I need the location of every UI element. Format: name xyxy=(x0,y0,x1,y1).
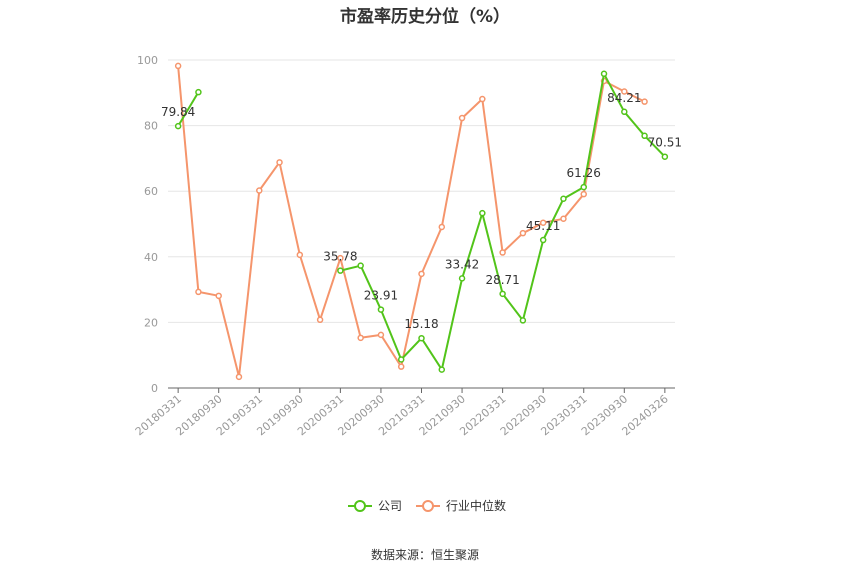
legend-marker xyxy=(354,500,366,512)
y-tick-label: 0 xyxy=(151,382,158,395)
data-point xyxy=(560,215,567,223)
data-point xyxy=(195,288,202,296)
data-label: 28.71 xyxy=(485,273,519,287)
data-point xyxy=(357,334,364,342)
data-point xyxy=(458,275,466,282)
data-label: 70.51 xyxy=(648,136,682,150)
data-point xyxy=(235,373,243,381)
series-industry-median xyxy=(174,62,648,381)
data-point xyxy=(296,251,304,259)
data-label: 33.42 xyxy=(445,257,479,271)
grid xyxy=(168,59,675,323)
data-label: 15.18 xyxy=(404,317,438,331)
legend-marker xyxy=(422,500,434,512)
data-point xyxy=(357,262,364,269)
data-point xyxy=(174,122,182,130)
data-point xyxy=(621,108,628,116)
data-label: 61.26 xyxy=(567,166,601,180)
data-point xyxy=(661,153,669,160)
data-point xyxy=(438,223,446,231)
data-point xyxy=(458,114,466,122)
data-point xyxy=(539,219,547,226)
chart-title: 市盈率历史分位（%） xyxy=(339,7,511,27)
source-note: 数据来源：恒生聚源 xyxy=(0,546,850,563)
source-label: 数据来源： xyxy=(370,548,431,562)
data-point xyxy=(560,195,567,202)
data-point xyxy=(600,70,608,78)
data-point xyxy=(519,229,527,237)
data-point xyxy=(174,62,182,70)
data-point xyxy=(438,366,446,373)
y-tick-label: 100 xyxy=(137,54,158,67)
data-point xyxy=(499,249,506,256)
data-labels: 79.84 35.78 23.91 15.18 33.42 28.71 45.11 61.26… xyxy=(161,91,682,331)
series-line xyxy=(177,91,200,127)
data-point xyxy=(519,317,527,324)
y-tick-label: 80 xyxy=(144,120,158,133)
series xyxy=(174,62,669,381)
data-point xyxy=(195,88,202,96)
data-point xyxy=(337,267,344,274)
data-point xyxy=(276,159,283,166)
data-label: 35.78 xyxy=(323,250,357,264)
legend-label: 公司 xyxy=(378,499,402,513)
data-point xyxy=(539,236,547,244)
data-point xyxy=(418,334,425,342)
data-point xyxy=(499,290,506,298)
data-point xyxy=(377,331,385,339)
y-tick-label: 40 xyxy=(144,251,158,264)
series-line xyxy=(177,65,646,378)
data-point xyxy=(316,316,324,324)
data-point xyxy=(479,95,486,103)
legend-label: 行业中位数 xyxy=(446,498,506,513)
legend: 公司 行业中位数 xyxy=(348,498,506,513)
data-point xyxy=(580,183,587,191)
data-label: 84.21 xyxy=(607,91,641,105)
data-point xyxy=(580,190,587,198)
axes: 0204060801002018033120180930201903312019… xyxy=(133,54,675,438)
data-point xyxy=(621,88,628,95)
data-label: 23.91 xyxy=(364,289,398,303)
series-company xyxy=(174,70,669,373)
data-point xyxy=(397,363,405,370)
series-line xyxy=(340,72,666,371)
data-point xyxy=(397,356,405,363)
data-label: 79.84 xyxy=(161,105,195,119)
data-point xyxy=(479,209,486,217)
data-point xyxy=(256,187,263,194)
data-point xyxy=(418,270,425,278)
legend-item-industry-median: 行业中位数 xyxy=(416,498,506,513)
data-point xyxy=(215,292,222,300)
y-tick-label: 60 xyxy=(144,185,158,198)
data-point xyxy=(377,306,385,313)
data-point xyxy=(641,132,648,140)
y-tick-label: 20 xyxy=(144,316,158,329)
data-label: 45.11 xyxy=(526,219,560,233)
data-point xyxy=(641,98,648,105)
legend-item-company: 公司 xyxy=(348,499,402,513)
data-point xyxy=(337,254,344,262)
source-value: 恒生聚源 xyxy=(431,548,480,562)
